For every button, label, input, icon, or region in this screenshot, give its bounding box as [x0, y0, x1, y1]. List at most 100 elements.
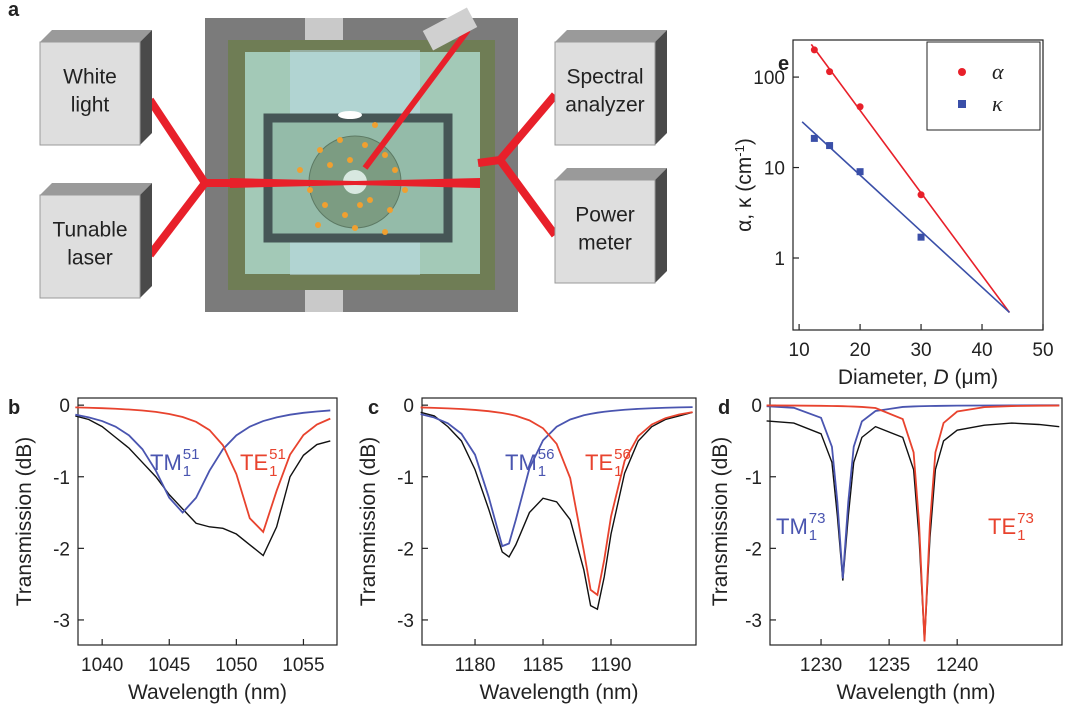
box-label: analyzer — [565, 94, 644, 117]
label-part: 73 — [809, 510, 826, 527]
y-tick-label: -2 — [745, 539, 762, 560]
x-axis-label: Wavelength (nm) — [479, 681, 638, 704]
label-part: TM — [150, 450, 182, 475]
line-series — [420, 411, 693, 611]
label-part: 73 — [1017, 510, 1034, 527]
box-label: Tunable — [52, 219, 127, 242]
label-part: 1 — [183, 463, 191, 480]
line-series — [766, 420, 1060, 642]
y-tick-label: -1 — [397, 468, 414, 489]
y-tick-label: -1 — [53, 468, 70, 489]
line-series — [766, 404, 1060, 579]
x-tick-label: 50 — [1032, 340, 1053, 361]
mode-label: TM151 — [150, 446, 199, 480]
box-side — [140, 183, 152, 298]
x-tick-label: 1240 — [936, 655, 978, 676]
fit-line — [801, 121, 1011, 314]
y-tick-label: 100 — [753, 68, 785, 89]
label-part: TM — [505, 450, 537, 475]
box-side — [140, 30, 152, 145]
box-top — [555, 30, 667, 42]
reflection — [338, 111, 362, 119]
panel-label: b — [8, 397, 20, 419]
box-label: Power — [575, 204, 635, 227]
label-part: 1 — [538, 463, 546, 480]
label-part: TE — [240, 450, 268, 475]
box-top — [40, 183, 152, 195]
y-tick-label: 1 — [774, 249, 785, 270]
label-part: 51 — [269, 446, 286, 463]
y-tick-label: -2 — [53, 539, 70, 560]
box-label: light — [71, 94, 110, 117]
panel-label: a — [8, 0, 20, 21]
x-axis-label: Diameter, D (μm) — [838, 366, 998, 389]
box-side — [655, 168, 667, 283]
line-series — [75, 406, 331, 534]
label-part: 1 — [614, 463, 622, 480]
mode-label: TM156 — [505, 446, 554, 480]
x-axis-label: Wavelength (nm) — [836, 681, 995, 704]
legend-box — [926, 41, 1041, 131]
mode-label: TE151 — [240, 446, 286, 480]
box-label: White — [63, 66, 117, 89]
y-tick-label: 0 — [403, 396, 414, 417]
line-series — [75, 409, 331, 514]
x-tick-label: 1055 — [282, 655, 324, 676]
y-tick-label: 10 — [764, 159, 785, 180]
x-tick-label: 1230 — [800, 655, 842, 676]
label-part: TE — [585, 450, 613, 475]
x-tick-label: 1190 — [591, 655, 632, 676]
mode-label: TE156 — [585, 446, 631, 480]
box-top — [40, 30, 152, 42]
apparatus — [205, 7, 518, 312]
label-part: ) — [733, 138, 756, 145]
label-part: D — [934, 366, 949, 389]
box-top — [555, 168, 667, 180]
mode-label: TM173 — [776, 510, 825, 544]
label-part: -1 — [732, 145, 747, 157]
y-axis-label: α, κ (cm-1) — [732, 138, 757, 232]
y-tick-label: -2 — [397, 539, 414, 560]
point — [917, 233, 925, 241]
y-tick-label: -3 — [397, 611, 414, 632]
box-label: laser — [67, 247, 113, 270]
point — [810, 134, 818, 142]
probe-fiber — [362, 28, 471, 170]
x-tick-label: 1050 — [215, 655, 257, 676]
line-series — [420, 406, 693, 548]
plot-frame — [421, 397, 697, 646]
box — [39, 41, 141, 146]
taper-fiber — [230, 178, 480, 188]
label-part: TE — [988, 514, 1016, 539]
y-tick-label: -3 — [745, 611, 762, 632]
legend-label: κ — [992, 91, 1003, 116]
y-tick-label: -3 — [53, 611, 70, 632]
legend-marker — [958, 100, 966, 108]
particles — [297, 122, 408, 235]
panel-label: d — [718, 397, 730, 419]
legend-marker — [958, 68, 966, 76]
label-part: 1 — [809, 527, 817, 544]
fiber-links — [146, 92, 559, 258]
x-tick-label: 1185 — [523, 655, 564, 676]
plot-frame — [769, 397, 1063, 646]
y-tick-label: 0 — [751, 396, 762, 417]
label-part: 1 — [269, 463, 277, 480]
y-tick-label: 0 — [59, 396, 70, 417]
y-axis-label: Transmission (dB) — [13, 437, 36, 607]
x-tick-label: 1180 — [455, 655, 496, 676]
point — [826, 68, 834, 76]
panel-label: c — [368, 397, 379, 419]
box — [554, 41, 656, 146]
x-tick-label: 40 — [971, 340, 992, 361]
box-label: meter — [578, 232, 632, 255]
box-side — [655, 30, 667, 145]
plot-frame — [792, 39, 1044, 331]
label-part: TM — [776, 514, 808, 539]
x-axis-label: Wavelength (nm) — [128, 681, 287, 704]
mode-label: TE173 — [988, 510, 1034, 544]
line-series — [420, 406, 693, 597]
point — [826, 142, 834, 150]
label-part: 1 — [1017, 527, 1025, 544]
